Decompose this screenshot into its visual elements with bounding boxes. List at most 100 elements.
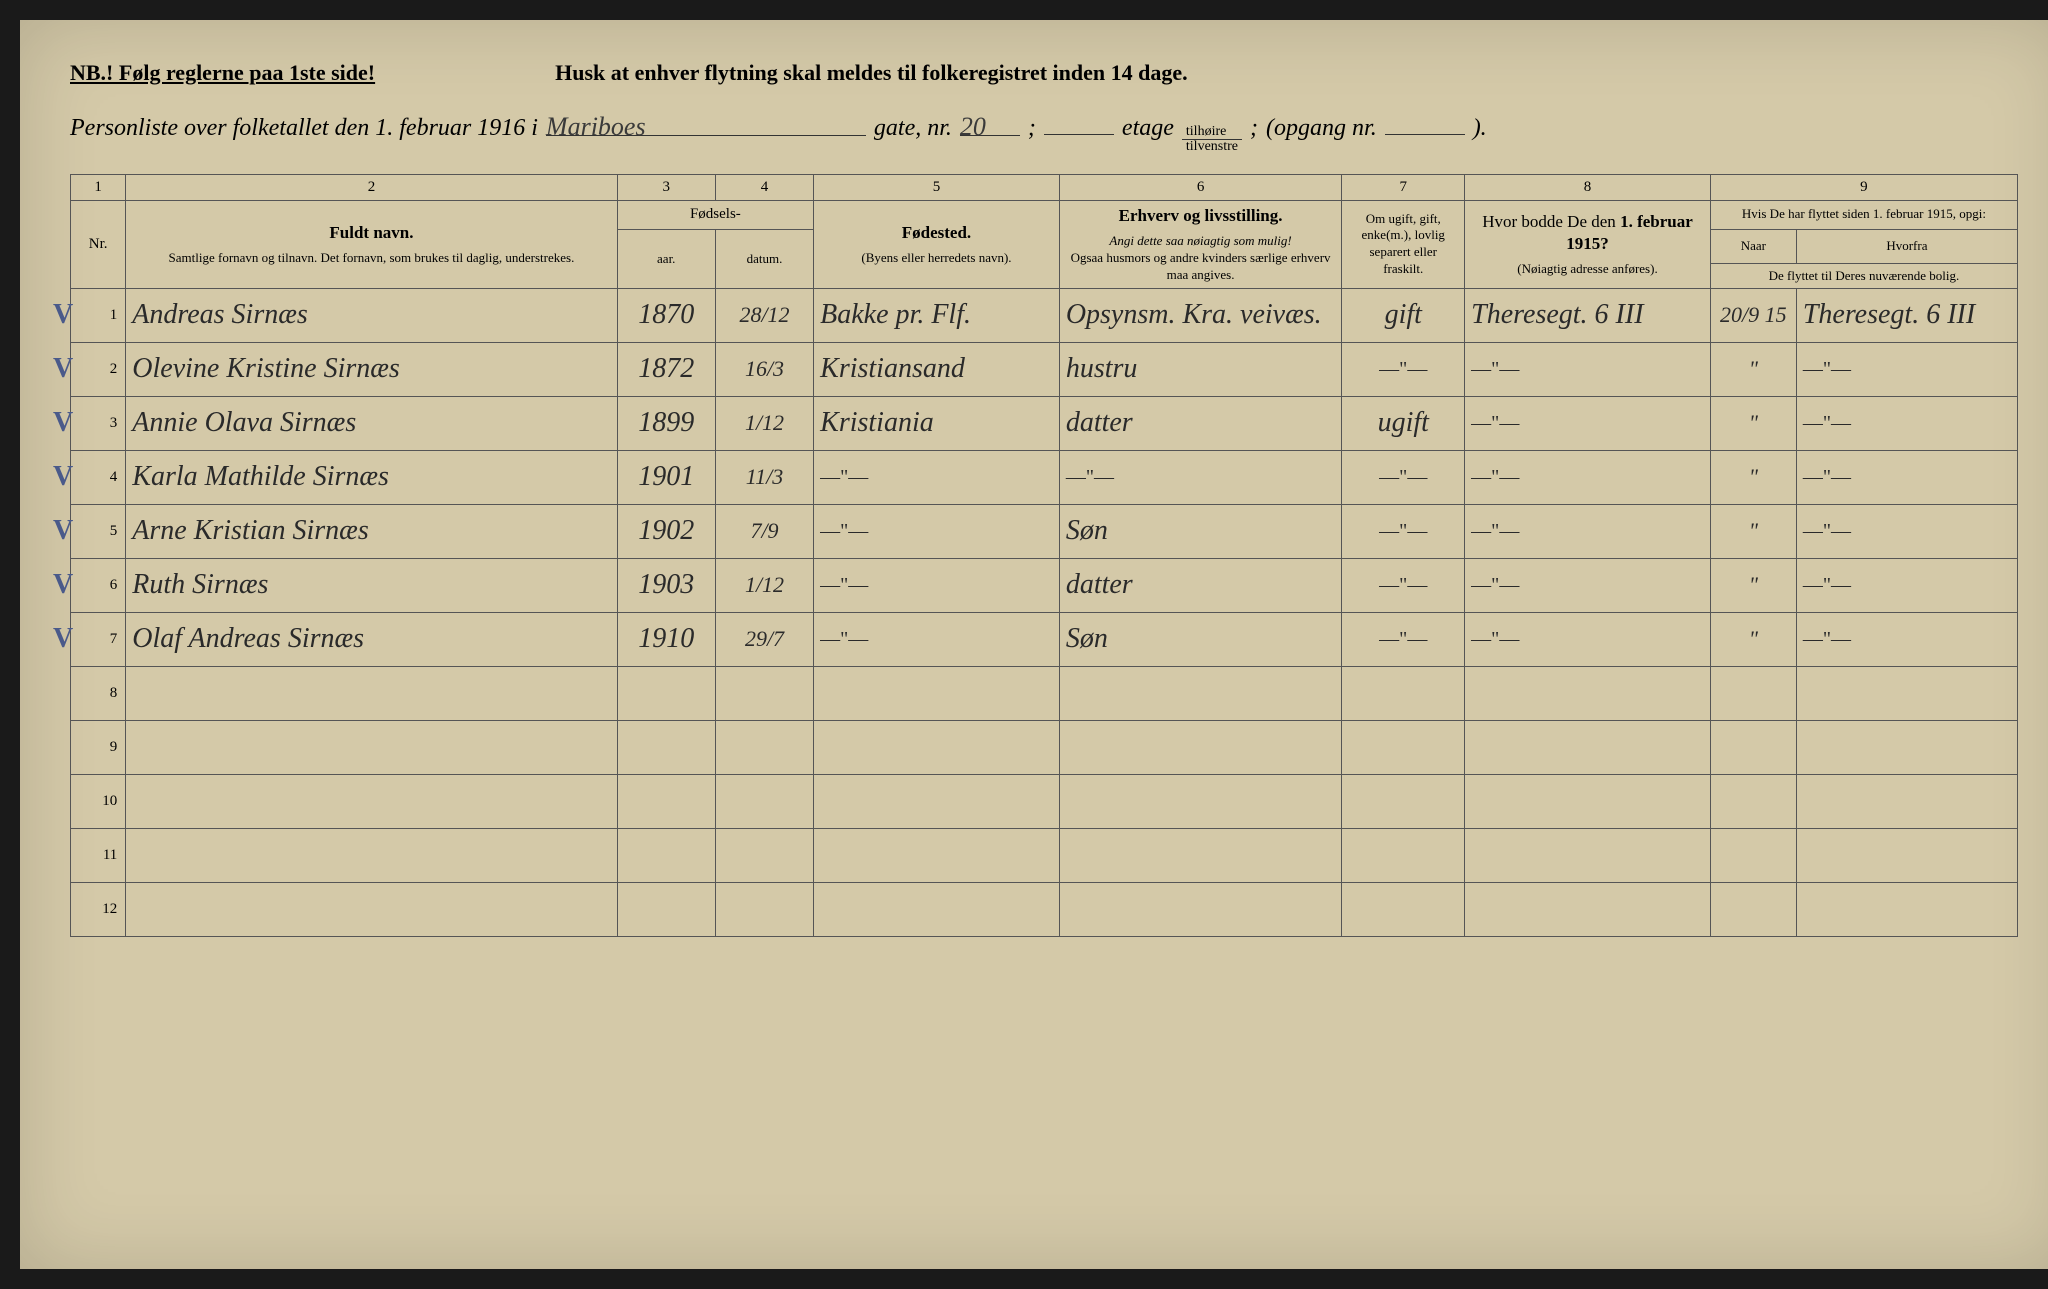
street-blank: Mariboes — [546, 112, 866, 136]
row-marital: —"— — [1342, 450, 1465, 504]
row-nr: 12 — [71, 882, 126, 936]
row-when — [1710, 828, 1796, 882]
row-when — [1710, 774, 1796, 828]
census-document: NB.! Følg reglerne paa 1ste side! Husk a… — [20, 20, 2048, 1269]
row-residence: —"— — [1465, 342, 1711, 396]
fodested-main: Fødested. — [820, 222, 1053, 244]
row-nr: 10 — [71, 774, 126, 828]
check-mark-icon: V — [53, 299, 73, 331]
check-mark-icon: V — [53, 461, 73, 493]
table-row: V1Andreas Sirnæs187028/12Bakke pr. Flf.O… — [71, 288, 2018, 342]
check-mark-icon: V — [53, 515, 73, 547]
opgang-blank — [1385, 111, 1465, 135]
row-name — [126, 882, 617, 936]
row-birthplace — [814, 720, 1060, 774]
side-fraction: tilhøire tilvenstre — [1182, 125, 1242, 154]
row-residence: —"— — [1465, 558, 1711, 612]
row-year: 1902 — [617, 504, 715, 558]
residence-main: Hvor bodde De den 1. februar 1915? — [1471, 211, 1704, 255]
row-date — [715, 828, 813, 882]
row-when: " — [1710, 504, 1796, 558]
row-nr: V3 — [71, 396, 126, 450]
row-marital — [1342, 720, 1465, 774]
erhverv-sub: Ogsaa husmors og andre kvinders særlige … — [1066, 250, 1336, 284]
check-mark-icon: V — [53, 569, 73, 601]
row-birthplace: Bakke pr. Flf. — [814, 288, 1060, 342]
colnum-5: 5 — [814, 175, 1060, 201]
row-year: 1903 — [617, 558, 715, 612]
fraction-bot: tilvenstre — [1182, 140, 1242, 154]
row-marital — [1342, 666, 1465, 720]
data-rows: V1Andreas Sirnæs187028/12Bakke pr. Flf.O… — [71, 288, 2018, 936]
row-birthplace — [814, 882, 1060, 936]
row-birthplace: Kristiania — [814, 396, 1060, 450]
row-marital: —"— — [1342, 612, 1465, 666]
row-birthplace: —"— — [814, 612, 1060, 666]
title-prefix: Personliste over folketallet den 1. febr… — [70, 115, 538, 142]
row-birthplace — [814, 666, 1060, 720]
row-occupation: —"— — [1059, 450, 1342, 504]
row-when — [1710, 720, 1796, 774]
row-nr: V1 — [71, 288, 126, 342]
row-residence — [1465, 774, 1711, 828]
check-mark-icon: V — [53, 407, 73, 439]
row-occupation — [1059, 666, 1342, 720]
row-residence: —"— — [1465, 612, 1711, 666]
table-row: 9 — [71, 720, 2018, 774]
row-residence — [1465, 828, 1711, 882]
row-date — [715, 666, 813, 720]
row-from — [1796, 882, 2017, 936]
header-moved: Hvis De har flyttet siden 1. februar 191… — [1710, 201, 2017, 230]
marital-text: Om ugift, gift, enke(m.), lovlig separer… — [1348, 211, 1458, 279]
row-marital: gift — [1342, 288, 1465, 342]
row-name: Andreas Sirnæs — [126, 288, 617, 342]
reminder-text: Husk at enhver flytning skal meldes til … — [555, 60, 1188, 86]
table-row: 8 — [71, 666, 2018, 720]
header-name: Fuldt navn. Samtlige fornavn og tilnavn.… — [126, 201, 617, 289]
row-occupation: datter — [1059, 558, 1342, 612]
header-moved-sub: De flyttet til Deres nuværende bolig. — [1710, 263, 2017, 288]
row-year: 1910 — [617, 612, 715, 666]
erhverv-main: Erhverv og livsstilling. — [1066, 205, 1336, 227]
row-date: 1/12 — [715, 558, 813, 612]
header-aar: aar. — [617, 229, 715, 288]
row-nr: V5 — [71, 504, 126, 558]
row-name: Annie Olava Sirnæs — [126, 396, 617, 450]
row-name — [126, 774, 617, 828]
row-from — [1796, 828, 2017, 882]
row-when: " — [1710, 558, 1796, 612]
row-marital: —"— — [1342, 342, 1465, 396]
row-date: 1/12 — [715, 396, 813, 450]
row-name: Olevine Kristine Sirnæs — [126, 342, 617, 396]
table-row: V4Karla Mathilde Sirnæs190111/3—"——"——"—… — [71, 450, 2018, 504]
column-number-row: 1 2 3 4 5 6 7 8 9 — [71, 175, 2018, 201]
row-year: 1901 — [617, 450, 715, 504]
nr-blank: 20 — [960, 112, 1020, 136]
check-mark-icon: V — [53, 353, 73, 385]
residence-sub: (Nøiagtig adresse anføres). — [1471, 261, 1704, 278]
row-occupation: hustru — [1059, 342, 1342, 396]
name-sub: Samtlige fornavn og tilnavn. Det fornavn… — [132, 250, 610, 267]
row-date: 16/3 — [715, 342, 813, 396]
row-birthplace: —"— — [814, 504, 1060, 558]
row-from: Theresegt. 6 III — [1796, 288, 2017, 342]
row-when: " — [1710, 396, 1796, 450]
row-name — [126, 666, 617, 720]
datum-label: datum. — [722, 251, 807, 267]
row-when — [1710, 882, 1796, 936]
row-residence: —"— — [1465, 450, 1711, 504]
semicolon: ; — [1028, 115, 1036, 142]
row-date — [715, 882, 813, 936]
row-residence: Theresegt. 6 III — [1465, 288, 1711, 342]
row-occupation: Søn — [1059, 504, 1342, 558]
colnum-4: 4 — [715, 175, 813, 201]
row-year — [617, 720, 715, 774]
row-when: " — [1710, 450, 1796, 504]
row-birthplace: —"— — [814, 450, 1060, 504]
gate-label: gate, nr. — [874, 115, 952, 142]
header-line-1: NB.! Følg reglerne paa 1ste side! Husk a… — [70, 60, 2018, 86]
header-datum: datum. — [715, 229, 813, 288]
row-name — [126, 720, 617, 774]
colnum-6: 6 — [1059, 175, 1342, 201]
table-row: V2Olevine Kristine Sirnæs187216/3Kristia… — [71, 342, 2018, 396]
